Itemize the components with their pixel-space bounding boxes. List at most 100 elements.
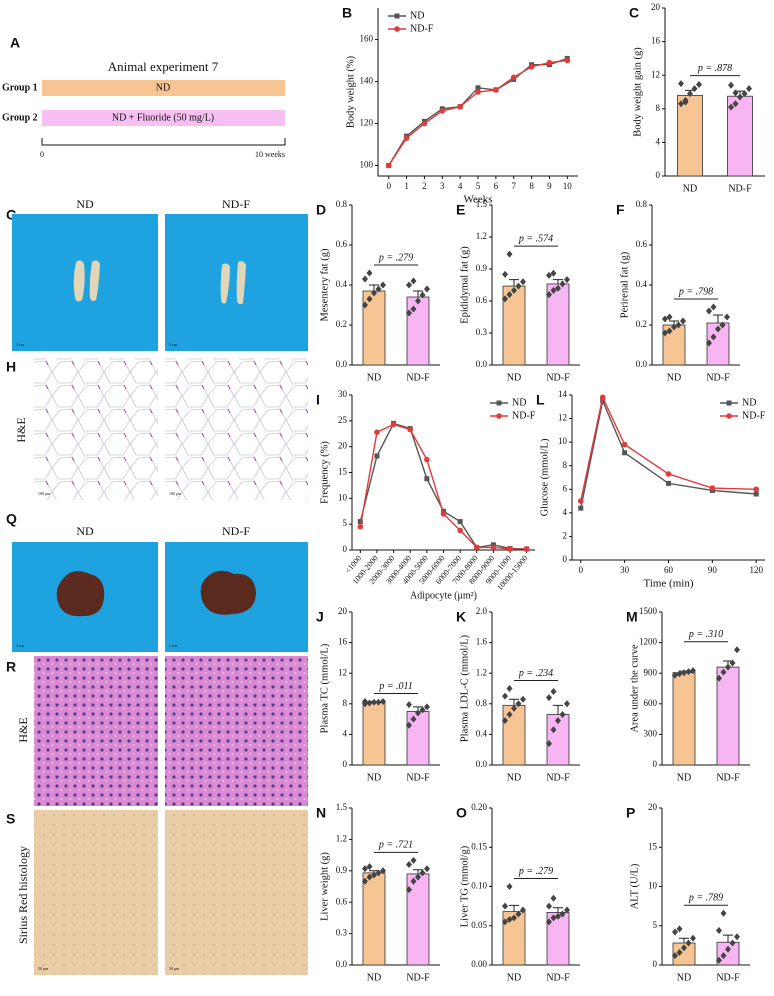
legend-label: ND	[512, 397, 526, 408]
y-tick-label: 1200	[639, 637, 658, 647]
data-point	[371, 698, 377, 706]
panel-letter: M	[626, 609, 638, 625]
data-point	[719, 321, 726, 329]
marker	[564, 57, 571, 64]
micrograph	[34, 810, 158, 975]
annotation: p = .279	[378, 252, 413, 263]
liver	[200, 570, 256, 615]
x-tick-label: ND-F	[406, 972, 430, 983]
x-tick-label: 5	[476, 181, 481, 191]
x-tick-label: ND	[677, 972, 691, 983]
data-point	[732, 100, 739, 108]
axis	[377, 8, 578, 177]
marker	[394, 13, 400, 19]
y-tick-label: 15	[648, 841, 658, 851]
stain-label: H&E	[16, 717, 30, 742]
data-point	[564, 276, 570, 284]
y-tick-label: 0.6	[636, 239, 648, 249]
y-tick-label: 0.0	[636, 359, 648, 369]
annotation: p = .878	[697, 63, 732, 74]
data-point	[362, 877, 368, 885]
photo	[165, 214, 308, 351]
tissue	[220, 261, 246, 305]
data-point	[515, 282, 522, 290]
data-point	[506, 685, 513, 692]
y-axis-label: Mesentery fat (g)	[319, 248, 330, 321]
y-tick-label: 0.6	[476, 295, 488, 305]
y-tick-label: 0.8	[336, 199, 348, 209]
data-point	[716, 926, 722, 934]
data-point	[720, 668, 727, 676]
marker	[510, 74, 517, 81]
panel-letter: P	[626, 805, 635, 821]
y-tick-label: 0.00	[471, 959, 487, 969]
data-point	[366, 295, 373, 303]
panel-letter: I	[316, 392, 320, 408]
timeline	[41, 138, 286, 146]
data-point	[725, 663, 731, 671]
data-point	[366, 269, 373, 277]
legend-label: ND-F	[410, 23, 434, 34]
y-tick-label: 8	[656, 103, 661, 113]
y-tick-label: 1.2	[336, 833, 347, 843]
bar	[362, 290, 386, 366]
y-tick-label: 12	[558, 413, 567, 423]
y-tick-label: 12	[651, 69, 660, 79]
data-point	[415, 709, 421, 717]
bar	[362, 701, 386, 766]
y-tick-label: 1.2	[476, 231, 487, 241]
image-label: ND	[76, 524, 94, 538]
data-point	[550, 269, 557, 277]
data-point	[720, 909, 727, 917]
data-point	[511, 704, 517, 712]
x-tick-label: ND-F	[546, 772, 570, 783]
data-point	[710, 303, 717, 311]
panel-letter: F	[616, 202, 625, 218]
y-axis-label: Body weight gain (g)	[632, 47, 643, 137]
y-tick-label: 10	[338, 492, 348, 502]
image-label: ND-F	[222, 524, 250, 538]
y-tick-label: 6	[563, 483, 568, 493]
y-tick-label: 0.4	[636, 279, 648, 289]
panel-h: H H&E 100 μm 100 μm	[6, 358, 308, 500]
image-label: ND-F	[222, 197, 250, 211]
data-point	[410, 877, 417, 885]
y-axis-label: Body weight (%)	[345, 55, 356, 128]
marker	[496, 400, 502, 406]
axis	[351, 395, 535, 551]
data-point	[550, 726, 557, 734]
data-point	[678, 100, 684, 108]
y-tick-label: 160	[360, 34, 374, 44]
data-point	[520, 278, 526, 286]
x-tick-label: ND-F	[728, 183, 752, 194]
panel-g: G ND ND-F 1 cm 1 cm	[6, 197, 308, 351]
x-tick-label: 7	[511, 181, 516, 191]
panel-letter: Q	[6, 511, 17, 527]
data-point	[380, 867, 386, 875]
panel-letter: C	[629, 5, 639, 21]
panel-letter: A	[10, 35, 20, 51]
y-tick-label: 16	[338, 637, 348, 647]
y-tick-label: 0.4	[336, 279, 348, 289]
x-tick-label: 10	[563, 181, 573, 191]
data-point	[672, 671, 678, 679]
error-bar	[413, 869, 423, 874]
y-tick-label: 15	[338, 467, 348, 477]
data-point	[691, 85, 698, 93]
data-point	[737, 93, 743, 101]
data-point	[555, 717, 561, 725]
data-point	[506, 250, 513, 258]
marker	[578, 505, 584, 511]
data-point	[424, 865, 430, 873]
y-tick-label: 0.0	[336, 959, 348, 969]
y-tick-label: 0.0	[476, 359, 488, 369]
y-tick-label: 140	[360, 76, 374, 86]
y-tick-label: 0.0	[476, 759, 488, 769]
x-tick-label: 60	[664, 565, 674, 575]
marker	[600, 398, 606, 404]
y-tick-label: 0.20	[471, 802, 487, 812]
data-point	[506, 291, 513, 299]
data-point	[550, 894, 557, 902]
y-axis-label: Frequency (%)	[319, 441, 330, 504]
data-point	[729, 659, 736, 667]
